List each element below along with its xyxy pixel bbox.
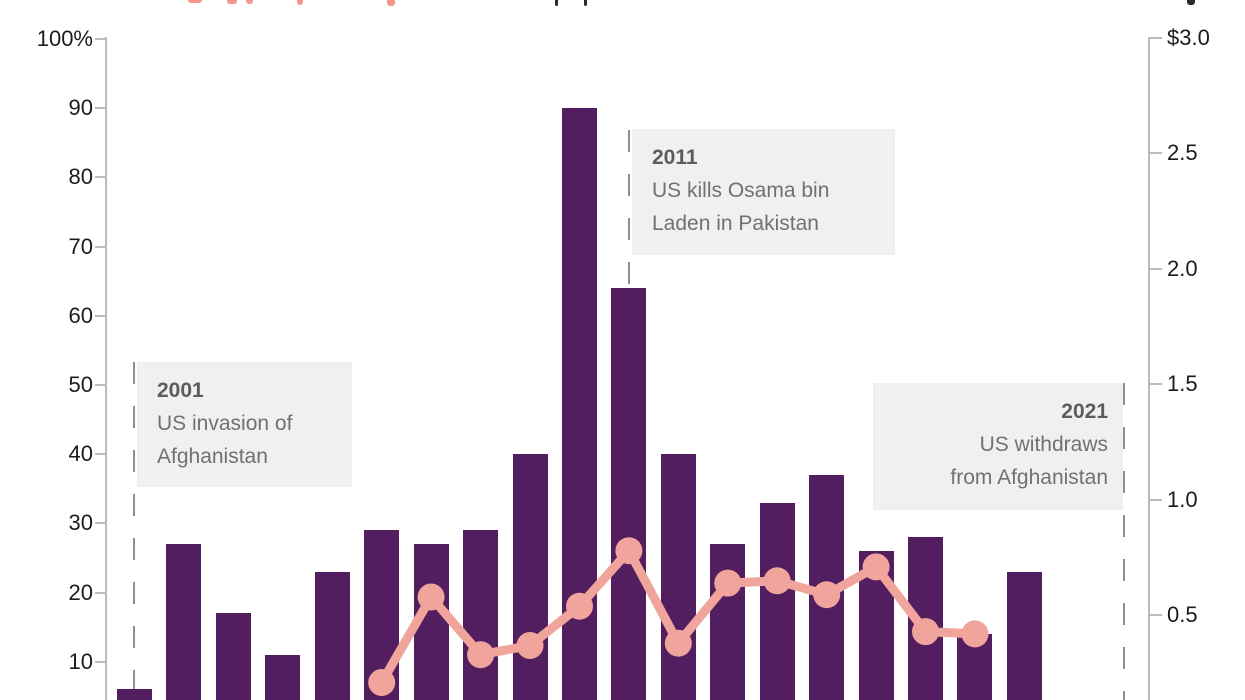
- left-axis-tick: [95, 314, 106, 317]
- left-y-axis-line: [105, 37, 107, 700]
- left-axis-tick-label: 20: [68, 579, 93, 605]
- left-axis-tick: [95, 176, 106, 179]
- bar-2002: [166, 544, 202, 700]
- bar-2017: [908, 537, 944, 700]
- left-axis-tick-label: 80: [68, 164, 93, 190]
- annotation-year: 2001: [157, 379, 204, 402]
- left-axis-tick-label: 10: [68, 648, 93, 674]
- right-axis-tick-label: $3.0: [1167, 24, 1210, 50]
- annotation-year: 2021: [1061, 400, 1108, 423]
- right-axis-tick: [1150, 267, 1162, 270]
- left-axis-tick-label: 90: [68, 95, 93, 121]
- annotation-2001-us-invasion: 2001 US invasion of Afghanistan: [137, 362, 352, 487]
- cropped-title-glyph-fragment: [297, 0, 303, 5]
- left-axis-tick-label: 30: [68, 510, 93, 536]
- cropped-title-glyph-fragment: [227, 0, 237, 4]
- bar-2009: [512, 454, 548, 700]
- event-dashed-line-2011: [628, 130, 630, 290]
- bar-2010: [561, 108, 597, 700]
- left-axis-tick: [95, 38, 106, 40]
- left-axis-tick-label: 70: [68, 233, 93, 259]
- cropped-title-glyph-fragment: [555, 0, 558, 6]
- right-y-axis-line: [1148, 37, 1150, 700]
- bar-2012: [660, 454, 696, 700]
- cropped-title-glyph-fragment: [246, 0, 253, 4]
- bar-2014: [759, 502, 795, 700]
- annotation-text-line: US kills Osama bin: [652, 179, 830, 202]
- left-axis-tick-label: 50: [68, 372, 93, 397]
- left-axis-tick: [95, 660, 106, 663]
- bar-2016: [858, 551, 894, 700]
- cropped-title-glyph-fragment: [188, 0, 202, 3]
- left-axis-tick-label: 100%: [36, 26, 93, 51]
- bar-2007: [413, 544, 449, 700]
- left-axis-tick: [95, 453, 106, 456]
- right-axis-tick: [1150, 614, 1162, 617]
- right-axis-tick-label: 0.5: [1167, 602, 1198, 628]
- right-axis-tick: [1150, 152, 1162, 155]
- annotation-text-line: Laden in Pakistan: [652, 212, 819, 235]
- right-axis-tick: [1150, 383, 1162, 386]
- bar-2018: [957, 634, 993, 700]
- cropped-title-glyph-fragment: [387, 0, 395, 6]
- bar-2004: [265, 654, 301, 700]
- right-axis-tick-label: 2.5: [1167, 140, 1198, 166]
- cropped-title-glyph-fragment: [584, 0, 587, 6]
- annotation-2021-withdrawal: 2021 US withdraws from Afghanistan: [873, 383, 1123, 510]
- right-axis-tick: [1150, 36, 1162, 39]
- right-axis-tick-label: 1.0: [1167, 486, 1198, 512]
- event-dashed-line-2001: [133, 362, 135, 689]
- bar-2001: [117, 689, 152, 700]
- bar-2013: [710, 544, 746, 700]
- right-axis-tick: [1150, 498, 1162, 501]
- left-axis-tick-label: 40: [68, 441, 93, 467]
- cropped-title-glyph-fragment: [1187, 0, 1195, 5]
- bar-2015: [809, 474, 845, 700]
- bar-2005: [314, 571, 350, 700]
- annotation-text-line: Afghanistan: [157, 445, 268, 468]
- bar-2008: [463, 530, 499, 700]
- annotation-2011-bin-laden: 2011 US kills Osama bin Laden in Pakista…: [632, 129, 895, 255]
- annotation-text-line: US withdraws: [979, 433, 1108, 456]
- bar-2019: [1006, 571, 1042, 700]
- bar-2006: [364, 530, 400, 700]
- right-axis-tick-label: 1.5: [1167, 371, 1198, 397]
- event-dashed-line-2021: [1123, 383, 1125, 700]
- left-axis-tick: [95, 245, 106, 248]
- right-axis-tick-label: 2.0: [1167, 255, 1198, 281]
- bar-2011: [611, 288, 647, 700]
- annotation-text-line: from Afghanistan: [950, 466, 1108, 489]
- left-axis-tick: [95, 384, 106, 386]
- left-axis-tick: [95, 107, 106, 110]
- bar-2003: [215, 613, 251, 700]
- left-axis-tick-label: 60: [68, 302, 93, 328]
- left-axis-tick: [95, 522, 106, 525]
- annotation-year: 2011: [652, 146, 698, 169]
- left-axis-tick: [95, 591, 106, 594]
- annotation-text-line: US invasion of: [157, 412, 293, 435]
